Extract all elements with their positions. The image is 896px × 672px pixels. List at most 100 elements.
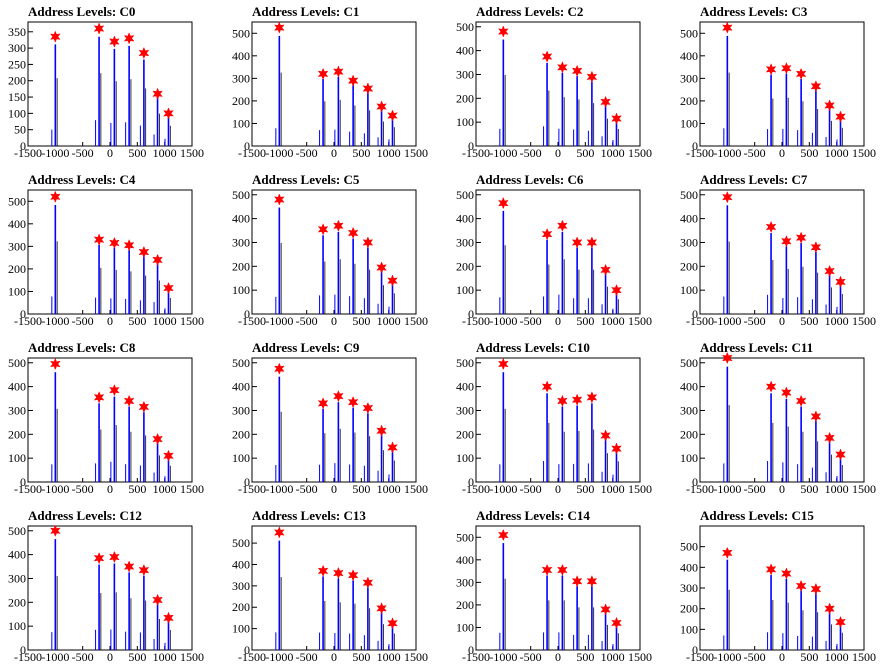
x-tick-label: -1500 bbox=[462, 482, 490, 496]
peak-marker bbox=[333, 219, 344, 232]
panel-title: Address Levels: C3 bbox=[700, 4, 808, 19]
y-tick-label: 300 bbox=[232, 403, 250, 417]
panel-title: Address Levels: C1 bbox=[252, 4, 360, 19]
x-tick-label: -1000 bbox=[265, 314, 293, 328]
peak-marker bbox=[109, 550, 120, 564]
x-tick-label: 500 bbox=[352, 482, 370, 496]
panel-title: Address Levels: C8 bbox=[28, 340, 136, 355]
x-tick-label: 1500 bbox=[628, 650, 652, 664]
x-tick-label: -1000 bbox=[489, 482, 517, 496]
panel-title: Address Levels: C15 bbox=[700, 508, 814, 523]
y-tick-label: 0 bbox=[244, 139, 250, 153]
x-tick-label: -1000 bbox=[713, 314, 741, 328]
x-tick-label: 1000 bbox=[153, 482, 177, 496]
peak-marker bbox=[347, 74, 359, 87]
peak-marker bbox=[376, 100, 387, 113]
y-tick-label: 400 bbox=[456, 380, 474, 394]
y-tick-label: 300 bbox=[680, 71, 698, 85]
y-tick-label: 100 bbox=[232, 451, 250, 465]
peak-marker bbox=[611, 284, 622, 297]
peak-marker bbox=[50, 190, 61, 203]
histogram-panel: Address Levels: C11 0 100 200 300 400 500 -1500… bbox=[672, 336, 896, 504]
peak-marker bbox=[600, 263, 611, 277]
peak-marker bbox=[765, 563, 777, 576]
peak-marker bbox=[138, 245, 150, 259]
histogram-panel: Address Levels: C0 0 50 100 150 200 250 300 350 -… bbox=[0, 0, 224, 168]
x-tick-label: 500 bbox=[576, 146, 594, 160]
y-tick-label: 500 bbox=[8, 356, 26, 370]
x-tick-label: 1000 bbox=[825, 650, 849, 664]
y-tick-label: 100 bbox=[456, 451, 474, 465]
peak-marker bbox=[333, 566, 344, 580]
x-tick-label: 1500 bbox=[404, 146, 428, 160]
peak-marker bbox=[333, 65, 344, 78]
axes-frame bbox=[699, 189, 865, 315]
x-tick-label: 500 bbox=[800, 650, 818, 664]
peak-marker bbox=[835, 615, 846, 629]
x-tick-label: 500 bbox=[352, 314, 370, 328]
axes-frame bbox=[699, 21, 865, 147]
peak-marker bbox=[765, 380, 777, 393]
x-tick-label: 500 bbox=[128, 482, 146, 496]
y-tick-label: 500 bbox=[456, 188, 474, 202]
x-tick-label: -500 bbox=[72, 314, 94, 328]
y-tick-label: 300 bbox=[456, 67, 474, 81]
x-tick-label: 500 bbox=[128, 650, 146, 664]
peak-marker bbox=[541, 50, 553, 63]
y-tick-label: 200 bbox=[680, 427, 698, 441]
peak-marker bbox=[810, 80, 822, 93]
y-tick-label: 400 bbox=[232, 49, 250, 63]
x-tick-label: 500 bbox=[800, 314, 818, 328]
y-tick-label: 300 bbox=[456, 403, 474, 417]
y-tick-label: 400 bbox=[456, 44, 474, 58]
y-tick-label: 400 bbox=[680, 560, 698, 574]
y-tick-label: 500 bbox=[8, 524, 26, 538]
peak-marker bbox=[557, 563, 568, 577]
y-tick-label: 500 bbox=[680, 188, 698, 202]
peak-marker bbox=[611, 616, 622, 630]
x-tick-label: -500 bbox=[72, 650, 94, 664]
x-tick-label: 1500 bbox=[628, 314, 652, 328]
peak-marker bbox=[810, 410, 822, 423]
peak-marker bbox=[824, 431, 835, 445]
peak-marker bbox=[795, 394, 807, 408]
peak-marker bbox=[571, 236, 583, 249]
x-tick-label: -500 bbox=[72, 146, 94, 160]
histogram-plot: 0 100 200 300 400 500 -1500 -1000 -500 0 500 1000 15… bbox=[680, 351, 876, 496]
axes-frame bbox=[251, 525, 417, 651]
panel-title: Address Levels: C13 bbox=[252, 508, 366, 523]
x-tick-label: 0 bbox=[331, 314, 337, 328]
histogram-panel: Address Levels: C2 0 100 200 300 400 500 -1500-… bbox=[448, 0, 672, 168]
peak-marker bbox=[835, 110, 846, 123]
x-tick-label: -500 bbox=[744, 650, 766, 664]
peak-marker bbox=[93, 391, 105, 404]
y-tick-label: 500 bbox=[456, 20, 474, 34]
y-tick-label: 300 bbox=[8, 571, 26, 585]
peak-marker bbox=[765, 220, 777, 234]
peak-marker bbox=[571, 575, 583, 588]
x-tick-label: 1000 bbox=[153, 314, 177, 328]
peak-marker bbox=[138, 46, 150, 60]
peak-marker bbox=[781, 567, 792, 580]
x-tick-label: 0 bbox=[555, 146, 561, 160]
y-tick-label: 300 bbox=[680, 403, 698, 417]
y-tick-label: 100 bbox=[8, 284, 26, 298]
x-tick-label: -1000 bbox=[713, 146, 741, 160]
x-tick-label: 1000 bbox=[377, 146, 401, 160]
peak-marker bbox=[781, 386, 792, 399]
peak-marker bbox=[722, 351, 733, 365]
y-tick-label: 200 bbox=[232, 94, 250, 108]
axes-frame bbox=[475, 357, 641, 483]
y-tick-label: 500 bbox=[232, 26, 250, 40]
histogram-panel: Address Levels: C6 0 100 200 300 400 500 -1500-… bbox=[448, 168, 672, 336]
axes-frame bbox=[27, 189, 193, 315]
x-tick-label: 1500 bbox=[180, 650, 204, 664]
histogram-plot: 0 50 100 150 200 250 300 350 -1500 -1000 -500 0 500 1… bbox=[8, 21, 204, 160]
histogram-panel: Address Levels: C15 0 100 200 300 400 500 -1500… bbox=[672, 504, 896, 672]
histogram-plot: 0 100 200 300 400 500 -1500 -1000 -500 0 500 1000 15… bbox=[456, 356, 652, 496]
peak-marker bbox=[274, 362, 285, 375]
peak-marker bbox=[586, 70, 598, 83]
panel-title: Address Levels: C11 bbox=[700, 340, 814, 355]
x-tick-label: 0 bbox=[331, 482, 337, 496]
histogram-plot: 0 100 200 300 400 500 -1500 -1000 -500 0 500 1000 15… bbox=[456, 20, 652, 160]
